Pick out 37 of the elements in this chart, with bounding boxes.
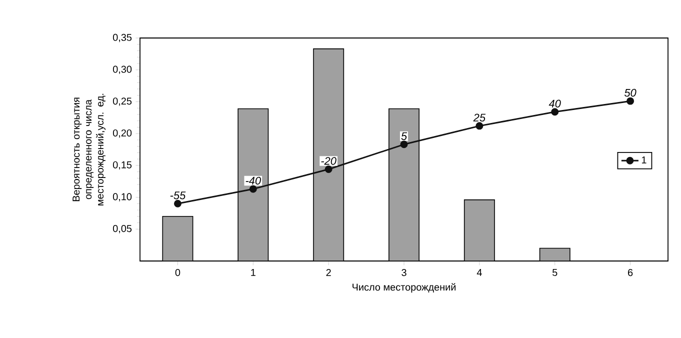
annotation: -55 xyxy=(170,192,186,200)
point xyxy=(626,97,634,105)
x-tick-label: 5 xyxy=(552,269,558,276)
x-tick-label: 3 xyxy=(402,269,406,276)
annotation: 40 xyxy=(548,100,561,108)
y-tick-label: 0,15 xyxy=(112,161,132,170)
x-tick-label: 6 xyxy=(628,269,633,276)
annotation: 25 xyxy=(473,114,486,122)
x-tick-label: 2 xyxy=(326,269,331,276)
bar xyxy=(313,48,344,261)
point xyxy=(476,122,484,130)
y-tick-label: 0,35 xyxy=(112,34,132,42)
bar xyxy=(388,108,420,261)
y-axis-title: Вероятность открытия определенного числа месторождений,усл. ед. xyxy=(72,94,106,206)
y-tick-label: 0,05 xyxy=(112,225,132,234)
y-tick-label: 0,20 xyxy=(112,129,132,138)
annotation: 5 xyxy=(401,132,408,140)
point xyxy=(324,166,332,173)
point xyxy=(249,185,257,193)
bar xyxy=(539,248,570,261)
annotation: -20 xyxy=(321,157,336,165)
x-axis-title: Число месторождений xyxy=(352,283,456,293)
point xyxy=(551,108,559,116)
y-tick-label: 0,25 xyxy=(112,98,132,106)
y-tick-label: 0,30 xyxy=(112,66,132,74)
annotation: -40 xyxy=(246,176,261,185)
x-tick-label: 0 xyxy=(175,269,180,276)
bar xyxy=(162,216,194,261)
point xyxy=(400,140,408,148)
y-tick-label: 0,10 xyxy=(112,193,132,202)
annotation: 50 xyxy=(624,88,636,97)
point xyxy=(174,200,182,208)
x-tick-label: 4 xyxy=(476,269,482,276)
bar xyxy=(464,199,495,261)
legend-label: 1 xyxy=(642,156,646,164)
bar xyxy=(238,108,269,261)
x-tick-label: 1 xyxy=(251,269,256,276)
